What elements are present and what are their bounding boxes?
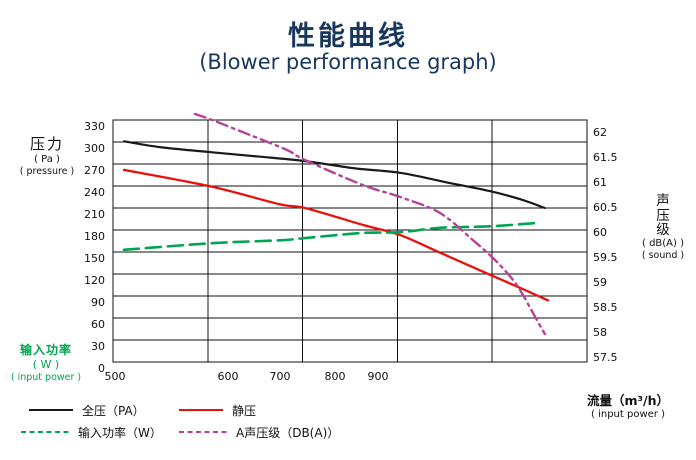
legend-line-static-pressure [179,409,223,411]
y-axis-right-tick: 57.5 [593,351,618,364]
y-axis-right-tick: 59 [593,276,607,289]
curve-sound-pressure-level [193,112,546,336]
y-axis-right-tick: 60.5 [593,201,618,214]
y-axis-right-tick: 61.5 [593,151,618,164]
flow-label-zh: 流量（m³/h） [587,393,669,408]
legend-line-input-power [21,431,69,433]
x-axis-label-flow: 流量（m³/h） ( input power ) [564,393,692,421]
input-power-label-zh: 输入功率 [19,343,72,357]
legend-item-sound-pressure: A声压级（DB(A)） [178,425,340,440]
input-power-label-en: ( input power ) [10,371,82,383]
right-axis-label-sound: 声压级 ( dB(A) ) ( sound ) [634,194,692,262]
y-axis-left-tick: 150 [84,252,105,265]
y-axis-right-tick: 59.5 [593,251,618,264]
legend-line-sound-pressure [179,431,227,433]
gridlines [112,119,588,363]
x-axis-tick: 600 [217,370,239,383]
legend-label-static-pressure: 静压 [232,403,257,418]
y-axis-right-tick: 58.5 [593,301,618,314]
input-power-unit: ( W ) [32,358,60,371]
left-axis-label-pressure: 压力 ( Pa ) ( pressure ) [12,135,82,178]
y-axis-left-tick: 240 [84,186,105,199]
sound-label-en: ( sound ) [641,250,685,261]
left-axis-label-input-power: 输入功率 ( W ) ( input power ) [6,343,86,384]
legend-label-input-power: 输入功率（W） [78,425,162,440]
y-axis-left-tick: 300 [84,142,105,155]
page-subtitle: (Blower performance graph) [199,50,497,74]
y-axis-right-tick: 60 [593,226,607,239]
sound-unit: ( dB(A) ) [641,237,684,249]
y-axis-right-tick: 62 [593,126,607,139]
legend-item-input-power: 输入功率（W） [20,425,162,440]
y-axis-right-tick: 61 [593,176,607,189]
y-axis-left-tick: 330 [84,120,105,133]
plot-border [112,119,588,363]
page-title: 性能曲线 [288,21,408,52]
x-axis-tick: 900 [367,370,389,383]
legend-item-static-pressure: 静压 [178,403,257,418]
y-axis-left-tick: 60 [91,318,105,331]
flow-label-en: ( input power ) [591,408,665,420]
legend-item-total-pressure: 全压（PA） [28,403,145,418]
curve-input-power [122,221,542,252]
pressure-label-en: ( pressure ) [19,166,75,178]
y-axis-left-tick: 180 [84,230,105,243]
y-axis-right-tick: 58 [593,326,607,339]
y-axis-left-tick: 0 [98,362,105,375]
y-axis-left-tick: 270 [84,164,105,177]
pressure-unit: ( Pa ) [34,153,60,165]
x-axis-tick: 500 [104,370,126,383]
legend-line-total-pressure [29,409,73,411]
y-axis-left-tick: 90 [91,296,105,309]
legend-label-sound-pressure: A声压级（DB(A)） [236,425,340,440]
sound-label-zh: 声压级 [656,193,670,238]
pressure-label-zh: 压力 [29,135,64,153]
y-axis-left-tick: 30 [91,340,105,353]
x-axis-tick: 800 [324,370,346,383]
curve-total-pressure [122,140,546,210]
curve-static-pressure [122,168,550,302]
y-axis-left-tick: 210 [84,208,105,221]
y-axis-left-tick: 120 [84,274,105,287]
x-axis-tick: 700 [269,370,291,383]
legend-label-total-pressure: 全压（PA） [82,403,145,418]
